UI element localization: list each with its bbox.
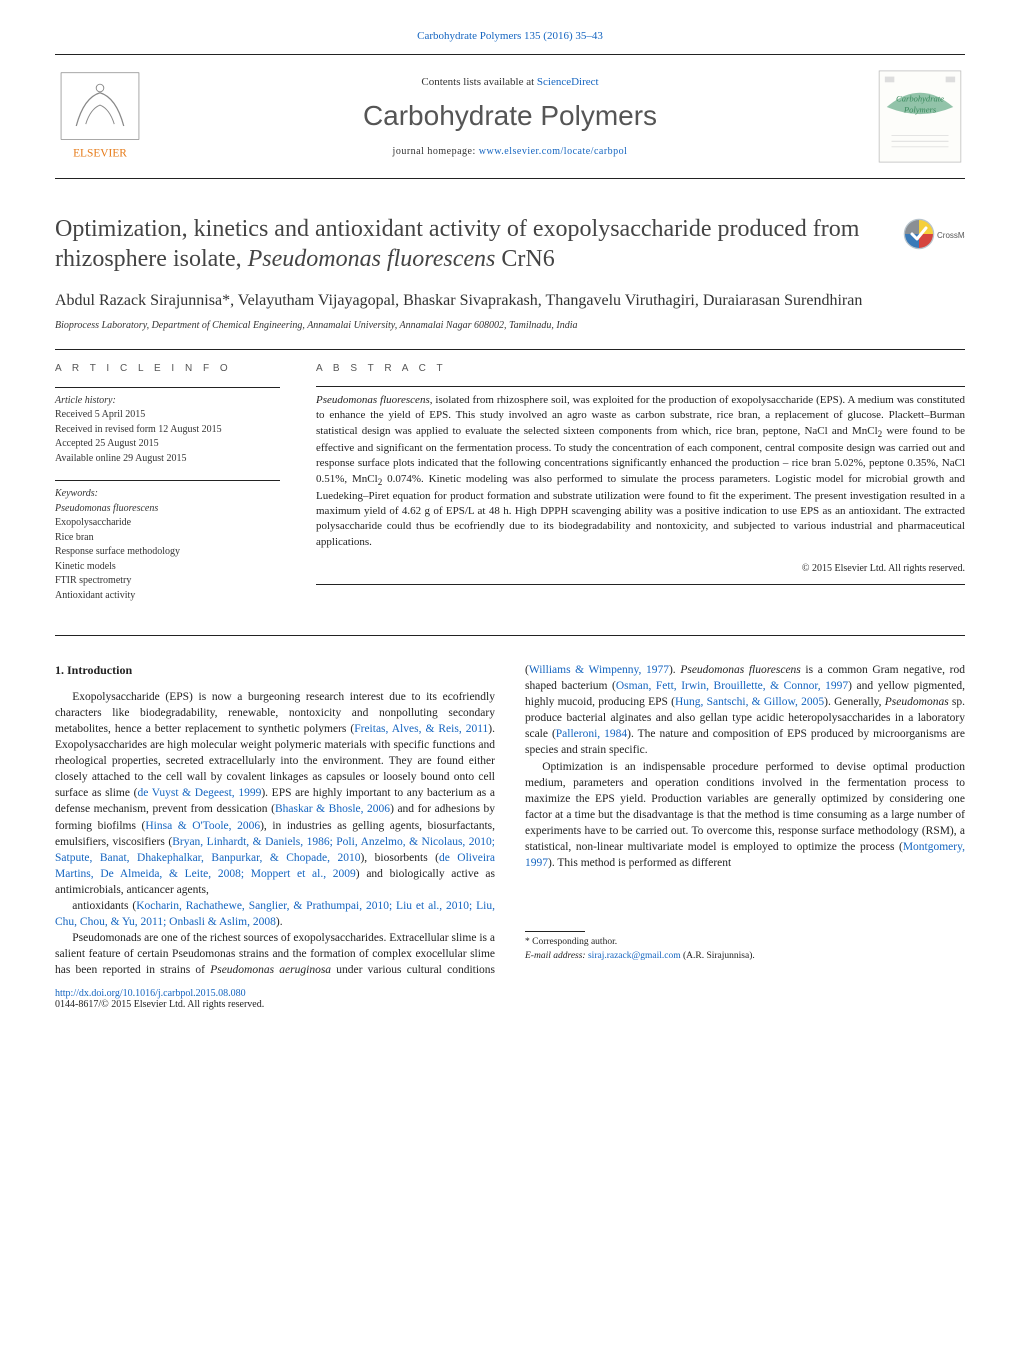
citation-link[interactable]: Williams & Wimpenny, 1977 [529,664,669,676]
keyword: Pseudomonas fluorescens [55,502,280,517]
body: 1. Introduction Exopolysaccharide (EPS) … [55,662,965,978]
citation-link[interactable]: Bryan, Linhardt, & Daniels, 1986; Poli, … [55,836,495,864]
rule-top [55,54,965,55]
citation-link[interactable]: Hinsa & O'Toole, 2006 [145,820,260,832]
abstract: A B S T R A C T Pseudomonas fluorescens,… [316,362,965,617]
section-heading: 1. Introduction [55,662,495,679]
body-paragraph: Optimization is an indispensable procedu… [525,759,965,872]
keyword: Rice bran [55,531,280,546]
body-paragraph: Exopolysaccharide (EPS) is now a burgeon… [55,689,495,898]
top-citation: Carbohydrate Polymers 135 (2016) 35–43 [55,30,965,42]
history-label: Article history: [55,394,280,409]
homepage-link[interactable]: www.elsevier.com/locate/carbpol [479,146,628,157]
corresponding-footer: * Corresponding author. E-mail address: … [525,931,965,963]
article-info: A R T I C L E I N F O Article history: R… [55,362,280,617]
rule-below-abstract [55,635,965,636]
crossmark-badge[interactable]: CrossMark [903,218,965,258]
svg-text:Polymers: Polymers [903,105,937,115]
affiliation: Bioprocess Laboratory, Department of Che… [55,320,965,331]
abstract-heading: A B S T R A C T [316,362,965,376]
homepage-line: journal homepage: www.elsevier.com/locat… [145,146,875,157]
rule-under-masthead [55,178,965,179]
keyword: Antioxidant activity [55,589,280,604]
elsevier-logo-text: ELSEVIER [73,147,127,159]
svg-text:CrossMark: CrossMark [937,231,965,240]
masthead: ELSEVIER Contents lists available at Sci… [55,61,965,172]
email-link[interactable]: siraj.razack@gmail.com [588,951,681,961]
doi-link[interactable]: http://dx.doi.org/10.1016/j.carbpol.2015… [55,988,246,999]
sciencedirect-link[interactable]: ScienceDirect [537,76,599,88]
journal-cover: Carbohydrate Polymers [875,69,965,164]
citation-link[interactable]: Montgomery, 1997 [525,841,965,869]
citation-link[interactable]: Hung, Santschi, & Gillow, 2005 [675,696,824,708]
keyword: Exopolysaccharide [55,516,280,531]
rule-above-abstract [55,349,965,350]
article-title: Optimization, kinetics and antioxidant a… [55,214,891,274]
elsevier-logo: ELSEVIER [55,69,145,164]
history-item: Received in revised form 12 August 2015 [55,423,280,438]
abstract-text: Pseudomonas fluorescens, isolated from r… [316,393,965,550]
contents-line: Contents lists available at ScienceDirec… [145,76,875,88]
corresponding-note: * Corresponding author. [525,936,965,949]
article-info-heading: A R T I C L E I N F O [55,362,280,377]
citation-link[interactable]: Palleroni, 1984 [556,728,627,740]
citation-link[interactable]: de Vuyst & Degeest, 1999 [137,787,261,799]
keyword: Kinetic models [55,560,280,575]
citation-link[interactable]: Bhaskar & Bhosle, 2006 [275,803,390,815]
citation-link[interactable]: Osman, Fett, Irwin, Brouillette, & Conno… [616,680,848,692]
history-item: Available online 29 August 2015 [55,452,280,467]
history-item: Accepted 25 August 2015 [55,437,280,452]
doi-block: http://dx.doi.org/10.1016/j.carbpol.2015… [55,988,965,1010]
authors: Abdul Razack Sirajunnisa*, Velayutham Vi… [55,292,965,310]
history-item: Received 5 April 2015 [55,408,280,423]
issn-line: 0144-8617/© 2015 Elsevier Ltd. All right… [55,999,264,1010]
top-citation-link[interactable]: Carbohydrate Polymers 135 (2016) 35–43 [417,30,603,42]
corresponding-email: E-mail address: siraj.razack@gmail.com (… [525,950,965,963]
svg-text:Carbohydrate: Carbohydrate [896,93,944,103]
keyword: Response surface methodology [55,545,280,560]
keywords-label: Keywords: [55,487,280,502]
abstract-copyright: © 2015 Elsevier Ltd. All rights reserved… [316,562,965,576]
citation-link[interactable]: Kocharin, Rachathewe, Sanglier, & Prathu… [55,900,495,928]
citation-link[interactable]: Freitas, Alves, & Reis, 2011 [354,723,488,735]
body-paragraph: antioxidants (Kocharin, Rachathewe, Sang… [55,898,495,930]
journal-title: Carbohydrate Polymers [145,100,875,132]
keyword: FTIR spectrometry [55,574,280,589]
